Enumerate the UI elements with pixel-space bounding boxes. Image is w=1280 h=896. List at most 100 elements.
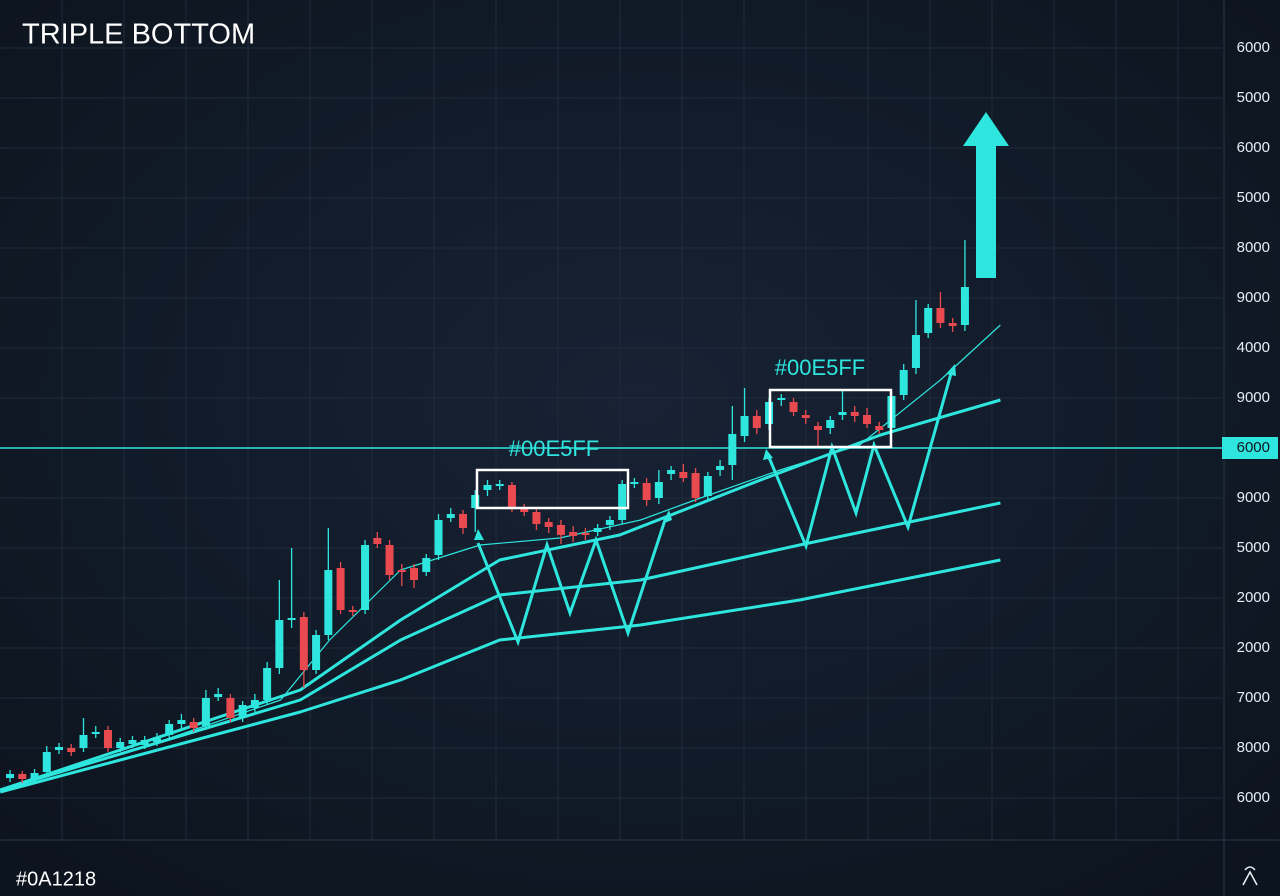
- y-tick-label: 6000: [1237, 139, 1270, 156]
- candle-body: [397, 570, 406, 572]
- candle-body: [495, 484, 504, 486]
- arrow-head: [474, 529, 484, 540]
- y-tick-label: 5000: [1237, 539, 1270, 556]
- candle-body: [924, 308, 933, 333]
- candle-body: [936, 308, 945, 323]
- y-tick-label: 6000: [1237, 439, 1270, 456]
- candle-body: [312, 635, 321, 670]
- y-tick-label: 4000: [1237, 339, 1270, 356]
- y-tick-label: 2000: [1237, 589, 1270, 606]
- candle-body: [630, 482, 639, 484]
- candle-body: [30, 773, 39, 780]
- candle-body: [814, 426, 823, 430]
- candle-body: [6, 774, 15, 778]
- y-tick-label: 6000: [1237, 39, 1270, 56]
- moving-average-line: [0, 324, 1001, 791]
- price-tag: [1222, 437, 1278, 459]
- y-tick-label: 8000: [1237, 739, 1270, 756]
- plot: [0, 47, 1222, 799]
- candle-body: [862, 415, 871, 424]
- range-box: [475, 468, 630, 510]
- candle-body: [667, 470, 676, 474]
- breakout-arrow-head: [963, 112, 1009, 146]
- candle-body: [165, 724, 174, 735]
- candle-body: [777, 398, 786, 400]
- candle-body: [483, 485, 492, 490]
- candle-body: [593, 528, 602, 532]
- candle-body: [801, 415, 810, 418]
- candle-body: [79, 735, 88, 748]
- candle-body: [373, 538, 382, 544]
- candle-body: [324, 570, 333, 635]
- candle-body: [116, 742, 125, 748]
- candle-body: [336, 568, 345, 610]
- candle-body: [654, 482, 663, 498]
- candle-body: [458, 514, 467, 528]
- candle-body: [189, 722, 198, 728]
- pattern-zigzag: [766, 369, 954, 551]
- candle-body: [91, 732, 100, 734]
- candle-body: [703, 476, 712, 496]
- moving-average-line: [0, 558, 1001, 794]
- candle-body: [385, 545, 394, 575]
- candle-body: [899, 370, 908, 395]
- moving-average-line: [0, 398, 1001, 792]
- candle-body: [507, 485, 516, 508]
- candle-body: [679, 472, 688, 478]
- y-tick-label: 6000: [1237, 789, 1270, 806]
- candle-body: [728, 434, 737, 465]
- icon-shape: [1242, 866, 1258, 886]
- y-tick-label: 7000: [1237, 689, 1270, 706]
- candle-body: [67, 748, 76, 752]
- candle-body: [642, 483, 651, 500]
- candle-body: [250, 700, 259, 708]
- arrow-head: [662, 510, 672, 524]
- candle-body: [948, 323, 957, 326]
- candle-body: [838, 412, 847, 415]
- candle-body: [201, 698, 210, 726]
- candle-body: [520, 508, 529, 512]
- candle-body: [226, 698, 235, 718]
- arrow-head: [763, 449, 773, 460]
- candle-body: [275, 620, 284, 668]
- candle-body: [177, 720, 186, 724]
- candle-body: [471, 495, 480, 508]
- candle-body: [18, 774, 27, 779]
- candle-body: [618, 484, 627, 520]
- candle-body: [569, 532, 578, 536]
- candle-body: [140, 740, 149, 745]
- candle-body: [299, 617, 308, 670]
- y-tick-label: 5000: [1237, 89, 1270, 106]
- arrow-head: [946, 364, 956, 376]
- candle-body: [581, 533, 590, 535]
- range-box: [768, 388, 893, 449]
- candle-body: [875, 426, 884, 430]
- candle-body: [691, 473, 700, 498]
- candle-body: [544, 522, 553, 527]
- candle-body: [556, 525, 565, 535]
- pattern-boxes: [475, 388, 893, 510]
- candle-body: [410, 568, 419, 580]
- candle-body: [42, 752, 51, 772]
- candle-body: [287, 618, 296, 620]
- candle-body: [960, 287, 969, 325]
- candle-body: [789, 402, 798, 412]
- footer-label: #0A1218: [16, 868, 96, 890]
- candle-body: [850, 412, 859, 416]
- candle-body: [740, 416, 749, 436]
- candle-body: [55, 747, 64, 750]
- y-tick-label: 8000: [1237, 239, 1270, 256]
- candle-body: [152, 737, 161, 742]
- y-tick-label: 9000: [1237, 489, 1270, 506]
- settings-icon[interactable]: [1242, 866, 1258, 886]
- y-tick-label: 5000: [1237, 189, 1270, 206]
- candle-body: [716, 466, 725, 470]
- candle-body: [532, 512, 541, 524]
- candle-body: [238, 705, 247, 718]
- candle-body: [605, 520, 614, 525]
- candle-body: [263, 668, 272, 700]
- candle-body: [752, 416, 761, 428]
- candle-body: [434, 520, 443, 555]
- chart-title: TRIPLE BOTTOM: [22, 19, 255, 51]
